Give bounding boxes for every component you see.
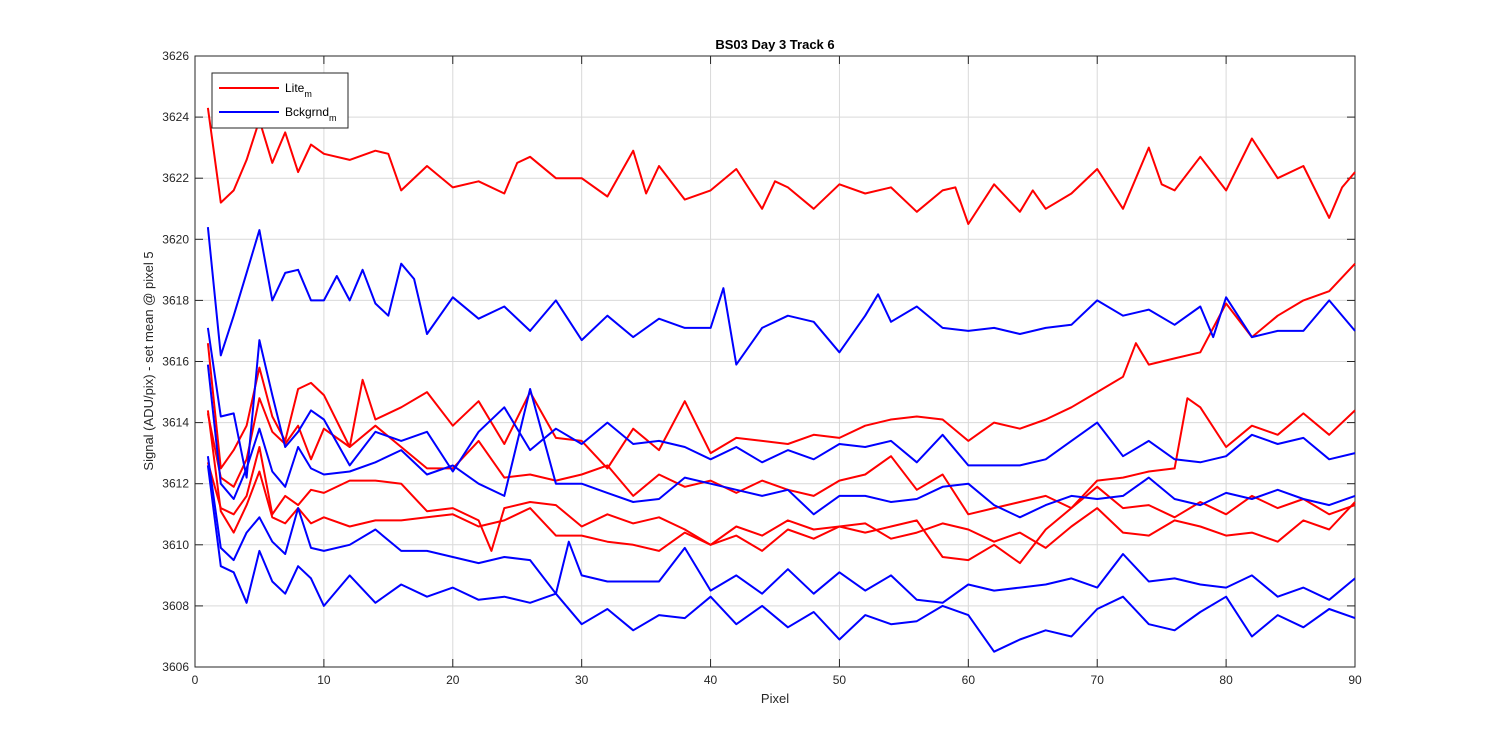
y-tick-label: 3626 [162, 49, 189, 63]
y-axis-label: Signal (ADU/pix) - set mean @ pixel 5 [141, 251, 156, 470]
grid [195, 56, 1355, 667]
series-line-lite-1 [206, 107, 1356, 225]
series-line-lite-3 [206, 397, 1356, 516]
x-tick-label: 10 [317, 673, 331, 687]
series-line-lite-2 [206, 263, 1356, 470]
x-tick-label: 0 [192, 673, 199, 687]
y-tick-label: 3616 [162, 355, 189, 369]
chart-title: BS03 Day 3 Track 6 [715, 37, 834, 52]
series-lines [206, 107, 1356, 653]
x-tick-label: 20 [446, 673, 460, 687]
x-tick-label: 30 [575, 673, 589, 687]
x-tick-label: 70 [1091, 673, 1105, 687]
legend-entry-lite: Litem [285, 81, 312, 99]
y-tick-label: 3622 [162, 171, 189, 185]
legend-entry-bckgrnd: Bckgrndm [285, 105, 337, 123]
x-tick-label: 90 [1348, 673, 1362, 687]
x-tick-label: 50 [833, 673, 847, 687]
x-tick-label: 60 [962, 673, 976, 687]
y-tick-label: 3624 [162, 110, 189, 124]
y-tick-label: 3612 [162, 477, 189, 491]
x-tick-label: 40 [704, 673, 718, 687]
y-tick-label: 3606 [162, 660, 189, 674]
series-line-lite-5 [206, 410, 1356, 552]
y-tick-label: 3608 [162, 599, 189, 613]
series-line-bckgrnd-7 [206, 327, 1356, 479]
legend-box [211, 72, 349, 129]
y-tick-label: 3614 [162, 416, 189, 430]
x-axis-label: Pixel [761, 691, 789, 706]
y-tick-label: 3620 [162, 232, 189, 246]
series-line-bckgrnd-9 [206, 456, 1356, 604]
x-tick-label: 80 [1219, 673, 1233, 687]
axis-ticks: 0 10 20 30 40 50 60 70 80 90 3606 3608 3610 3612 3614 3… [162, 49, 1362, 687]
legend: Litem Bckgrndm [211, 72, 349, 129]
series-line-bckgrnd-8 [206, 364, 1356, 519]
series-line-bckgrnd-6 [206, 226, 1356, 366]
y-tick-label: 3618 [162, 293, 189, 307]
y-tick-label: 3610 [162, 538, 189, 552]
series-line-bckgrnd-10 [206, 465, 1356, 653]
